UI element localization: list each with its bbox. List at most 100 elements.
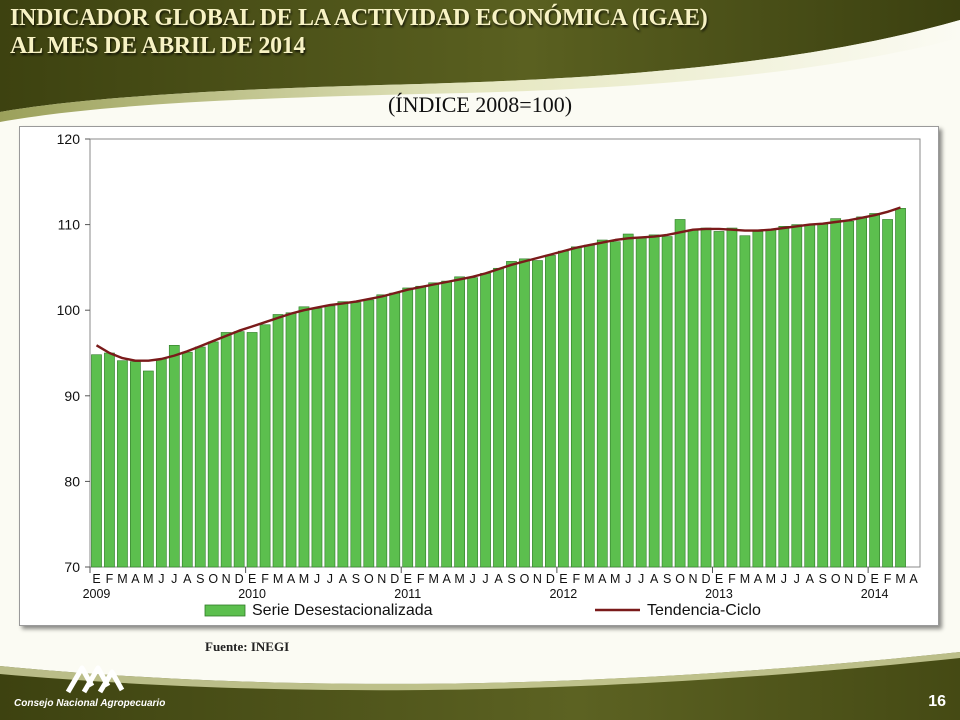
y-tick-label: 70 [64, 559, 80, 575]
bar [311, 308, 323, 568]
x-month-label: J [781, 572, 787, 586]
x-month-label: D [235, 572, 244, 586]
bar [583, 244, 595, 568]
bar [752, 231, 764, 568]
bar [661, 236, 673, 568]
x-month-label: J [625, 572, 631, 586]
logo-text: Consejo Nacional Agropecuario [14, 698, 166, 709]
bar [194, 346, 206, 568]
title-band [0, 0, 960, 130]
x-month-label: E [248, 572, 256, 586]
x-year-label: 2009 [83, 587, 111, 601]
bar [739, 235, 751, 568]
x-month-label: S [507, 572, 515, 586]
x-month-label: J [469, 572, 475, 586]
bar [350, 302, 362, 568]
bar [259, 324, 271, 568]
x-month-label: A [494, 572, 503, 586]
page-number: 16 [928, 693, 946, 710]
x-month-label: N [844, 572, 853, 586]
bar [648, 234, 660, 568]
bar [272, 314, 284, 568]
bar [622, 233, 634, 568]
y-tick-label: 90 [64, 388, 80, 404]
x-month-label: J [327, 572, 333, 586]
y-tick-label: 100 [57, 302, 81, 318]
chart-frame: 70 80 90 100 110 120 E F M A M J J A S O N D E F M A M J J A S O N D E… [19, 126, 939, 626]
x-year-label: 2013 [705, 587, 733, 601]
bar [298, 306, 310, 568]
bar [415, 285, 427, 568]
trend-line [95, 206, 901, 362]
bar [558, 250, 569, 568]
bar [687, 229, 699, 568]
x-month-label: S [196, 572, 204, 586]
bar [493, 267, 504, 568]
x-month-label: E [559, 572, 567, 586]
bar [532, 260, 543, 568]
x-month-label: E [92, 572, 100, 586]
x-month-label: J [171, 572, 177, 586]
x-month-label: J [482, 572, 488, 586]
x-month-label: O [208, 572, 218, 586]
bar [233, 331, 245, 568]
bar [130, 361, 141, 568]
x-month-label: F [106, 572, 114, 586]
page-title: INDICADOR GLOBAL DE LA ACTIVIDAD ECONÓMI… [10, 4, 708, 60]
bar [700, 227, 712, 568]
x-month-label: J [158, 572, 164, 586]
bar [389, 292, 401, 568]
bar [765, 229, 777, 568]
bar [856, 216, 867, 568]
x-month-label: J [794, 572, 800, 586]
x-year-label: 2012 [549, 587, 577, 601]
x-month-label: F [261, 572, 269, 586]
x-month-label: A [287, 572, 296, 586]
title-line-1: INDICADOR GLOBAL DE LA ACTIVIDAD ECONÓMI… [10, 5, 708, 31]
source-note: Fuente: INEGI [205, 639, 290, 654]
bar [882, 219, 893, 568]
bar [143, 370, 154, 568]
x-month-label: O [831, 572, 841, 586]
x-month-label: N [533, 572, 542, 586]
bar [220, 332, 232, 568]
x-month-label: O [675, 572, 685, 586]
bar [155, 358, 167, 568]
bar [428, 282, 440, 568]
x-month-label: F [728, 572, 736, 586]
x-month-label: A [650, 572, 659, 586]
x-month-label: D [857, 572, 866, 586]
logo: Consejo Nacional Agropecuario [14, 660, 174, 716]
x-month-label: O [364, 572, 374, 586]
bar [324, 305, 336, 568]
bar [402, 287, 414, 568]
legend-label-bars: Serie Desestacionalizada [252, 602, 433, 619]
bar [363, 299, 375, 568]
x-month-label: M [766, 572, 776, 586]
bar [467, 277, 478, 568]
x-month-label: D [702, 572, 711, 586]
x-month-label: F [884, 572, 892, 586]
chart-subtitle: (ÍNDICE 2008=100) [387, 92, 573, 117]
bar [480, 273, 491, 568]
bar [804, 224, 816, 568]
x-month-label: N [222, 572, 231, 586]
bar [869, 213, 880, 568]
bar [117, 360, 128, 568]
legend-swatch-bars [204, 604, 246, 617]
bar [778, 226, 790, 568]
x-month-label: M [454, 572, 464, 586]
bar [181, 351, 193, 568]
x-month-label: M [610, 572, 620, 586]
x-month-label: N [689, 572, 698, 586]
bar [441, 280, 452, 568]
x-month-label: A [909, 572, 918, 586]
x-month-label: A [131, 572, 140, 586]
x-month-label: M [117, 572, 127, 586]
bar [609, 241, 621, 568]
x-month-label: E [870, 572, 878, 586]
x-month-label: O [520, 572, 530, 586]
bar [168, 344, 180, 568]
y-tick-label: 80 [64, 473, 80, 489]
